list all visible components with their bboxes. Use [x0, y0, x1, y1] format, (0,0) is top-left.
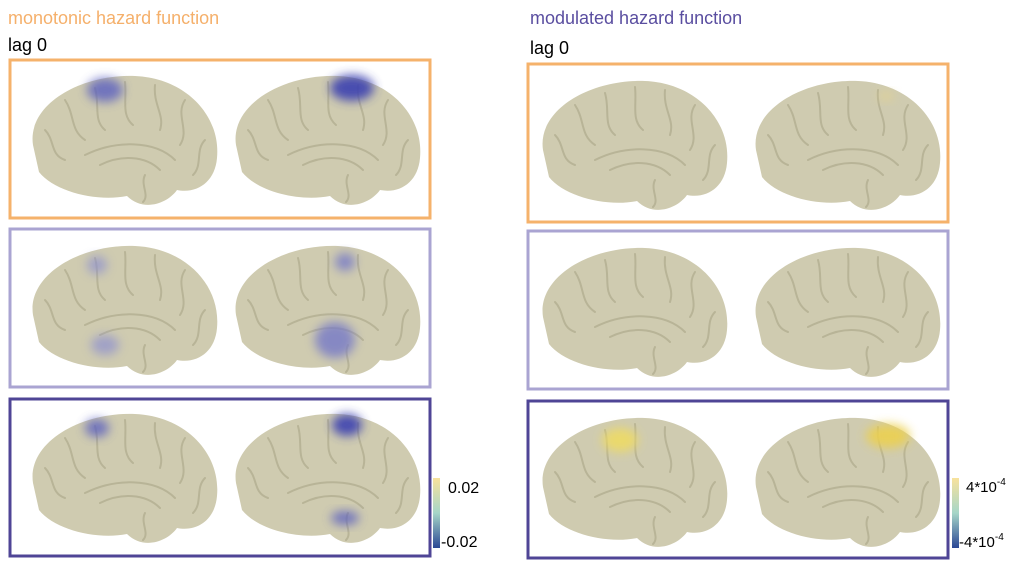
activation: [87, 256, 107, 274]
colorbar-label: -0.02: [441, 534, 478, 551]
activation: [87, 78, 123, 102]
brain: [31, 74, 219, 206]
left-column: 0.02 -0.02: [8, 58, 479, 558]
brain: [234, 412, 422, 544]
activation: [332, 414, 362, 436]
activation: [91, 335, 119, 355]
lag-label: lag 0: [530, 38, 569, 58]
panel-box: [8, 58, 432, 220]
brain: [754, 246, 942, 378]
activation: [85, 419, 109, 437]
right-column: 4*10-4 -4*10-4: [526, 62, 1006, 560]
panel-title: monotonic hazard function: [8, 8, 219, 28]
brain: [541, 79, 729, 211]
brain: [234, 74, 422, 206]
activation: [330, 75, 374, 101]
activation: [878, 91, 894, 101]
panel-box: [8, 227, 432, 389]
brain: [541, 246, 729, 378]
colorbar-label: 0.02: [448, 480, 479, 497]
brain: [754, 79, 942, 211]
brain: [31, 244, 219, 376]
brain: [754, 416, 942, 548]
activation: [866, 424, 910, 448]
panel-box: [8, 397, 432, 558]
activation: [602, 428, 638, 452]
panel-title: modulated hazard function: [530, 8, 742, 28]
activation: [331, 511, 359, 525]
panel-box: [526, 62, 950, 224]
panel-box: [526, 399, 950, 560]
activation: [315, 322, 355, 358]
colorbar: [433, 478, 440, 548]
panel-box: [526, 229, 950, 391]
colorbar: [952, 478, 959, 548]
activation: [335, 253, 355, 271]
colorbar-label: -4*10-4: [959, 532, 1004, 551]
brain: [31, 412, 219, 544]
colorbar-label: 4*10-4: [966, 477, 1006, 496]
lag-label: lag 0: [8, 35, 47, 55]
